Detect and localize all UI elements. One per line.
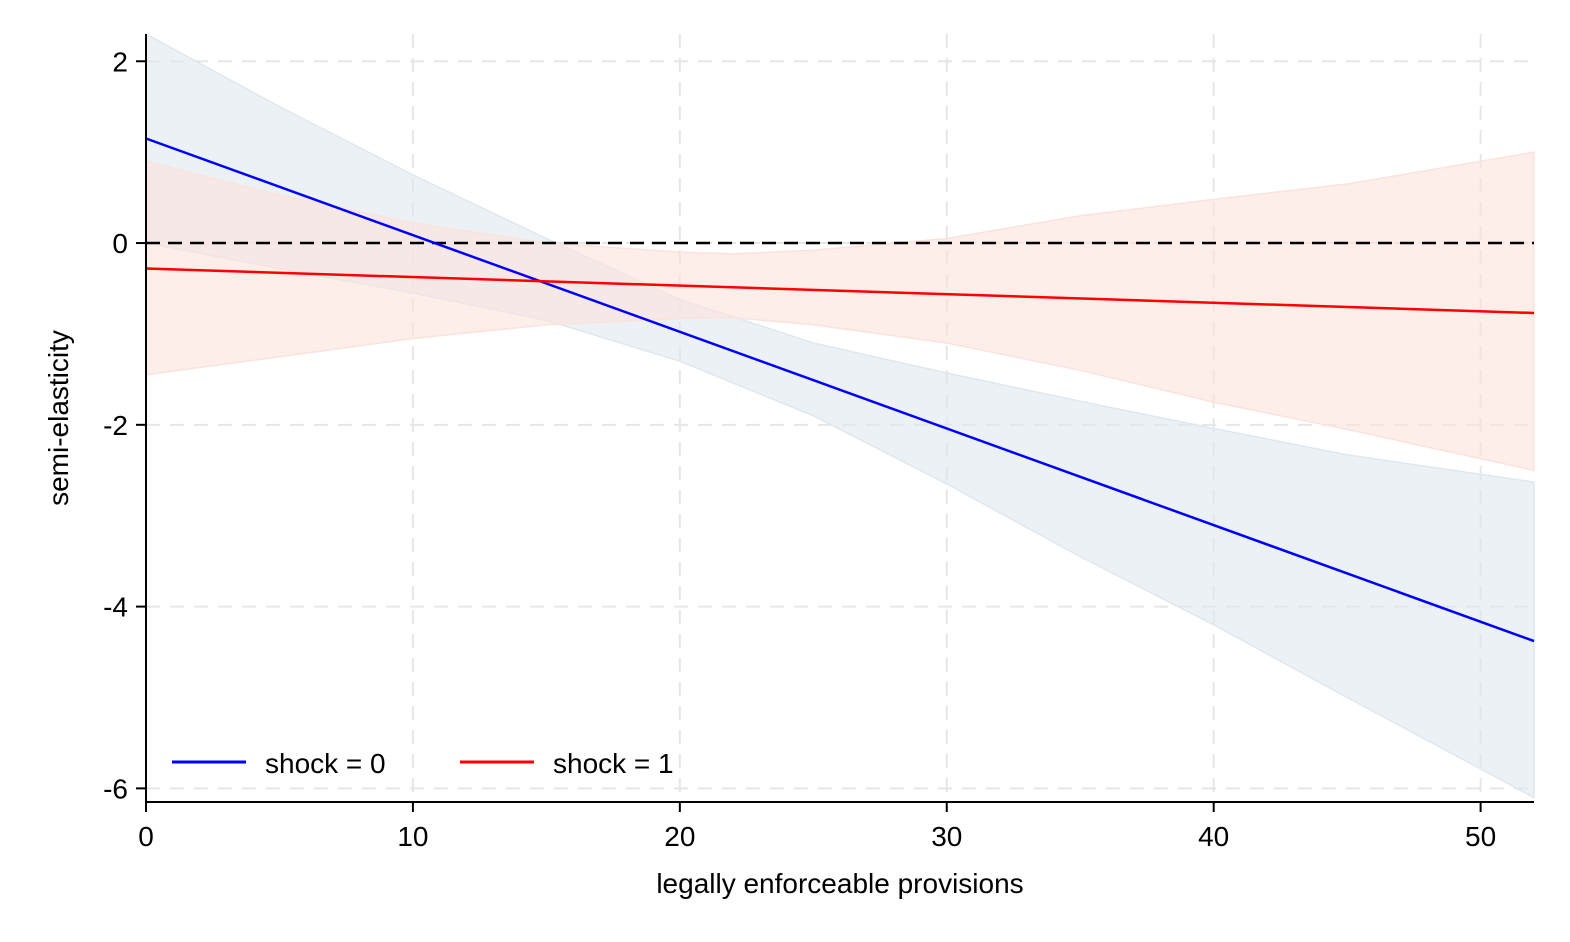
legend-label-shock-1: shock = 1 (553, 748, 674, 779)
ci-band-series-1 (145, 151, 1535, 472)
x-tick-label-4: 40 (1198, 821, 1229, 852)
x-tick-label-3: 30 (931, 821, 962, 852)
legend: shock = 0 shock = 1 (172, 748, 674, 779)
y-axis-title: semi-elasticity (43, 330, 74, 506)
y-tick-label-1: 0 (112, 228, 128, 259)
y-tick-label-4: -6 (103, 773, 128, 804)
y-tick-label-0: 2 (112, 46, 128, 77)
series-line-1 (145, 267, 1535, 315)
y-tick-label-2: -2 (103, 410, 128, 441)
legend-label-shock-0: shock = 0 (265, 748, 386, 779)
y-axis-ticks: 2 0 -2 -4 -6 (103, 46, 146, 804)
series-line-0 (145, 137, 1535, 643)
x-axis-title: legally enforceable provisions (656, 868, 1023, 899)
x-axis-ticks: 0 10 20 30 40 50 (138, 802, 1496, 852)
x-tick-label-2: 20 (664, 821, 695, 852)
series-lines (145, 137, 1535, 643)
y-tick-label-3: -4 (103, 592, 128, 623)
axes (145, 34, 1534, 803)
confidence-bands (145, 32, 1535, 799)
x-tick-label-1: 10 (397, 821, 428, 852)
x-tick-label-5: 50 (1465, 821, 1496, 852)
x-tick-label-0: 0 (138, 821, 154, 852)
